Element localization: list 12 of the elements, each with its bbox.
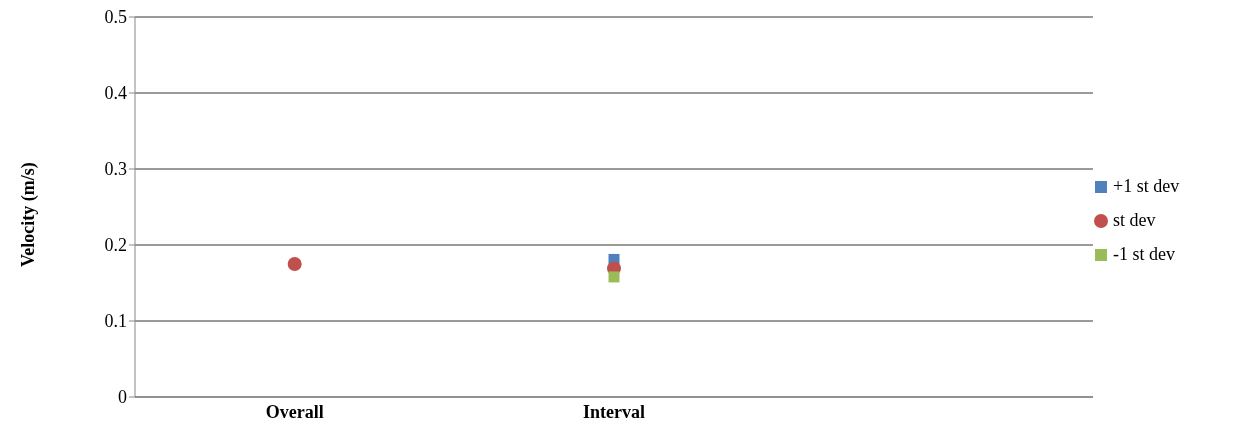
x-tick-label: Overall bbox=[265, 401, 324, 422]
legend-label: st dev bbox=[1113, 210, 1156, 231]
legend-label: +1 st dev bbox=[1113, 176, 1180, 197]
x-tick-label: Interval bbox=[583, 401, 645, 422]
legend-label: -1 st dev bbox=[1113, 244, 1175, 265]
y-tick-label: 0.1 bbox=[104, 311, 127, 332]
y-tick-label: 0.4 bbox=[104, 83, 127, 104]
y-axis-title: Velocity (m/s) bbox=[18, 162, 40, 267]
y-tick-label: 0 bbox=[118, 387, 127, 408]
y-tick-label: 0.5 bbox=[104, 7, 127, 28]
y-tick-label: 0.3 bbox=[104, 159, 127, 180]
y-tick-label: 0.2 bbox=[104, 235, 127, 256]
